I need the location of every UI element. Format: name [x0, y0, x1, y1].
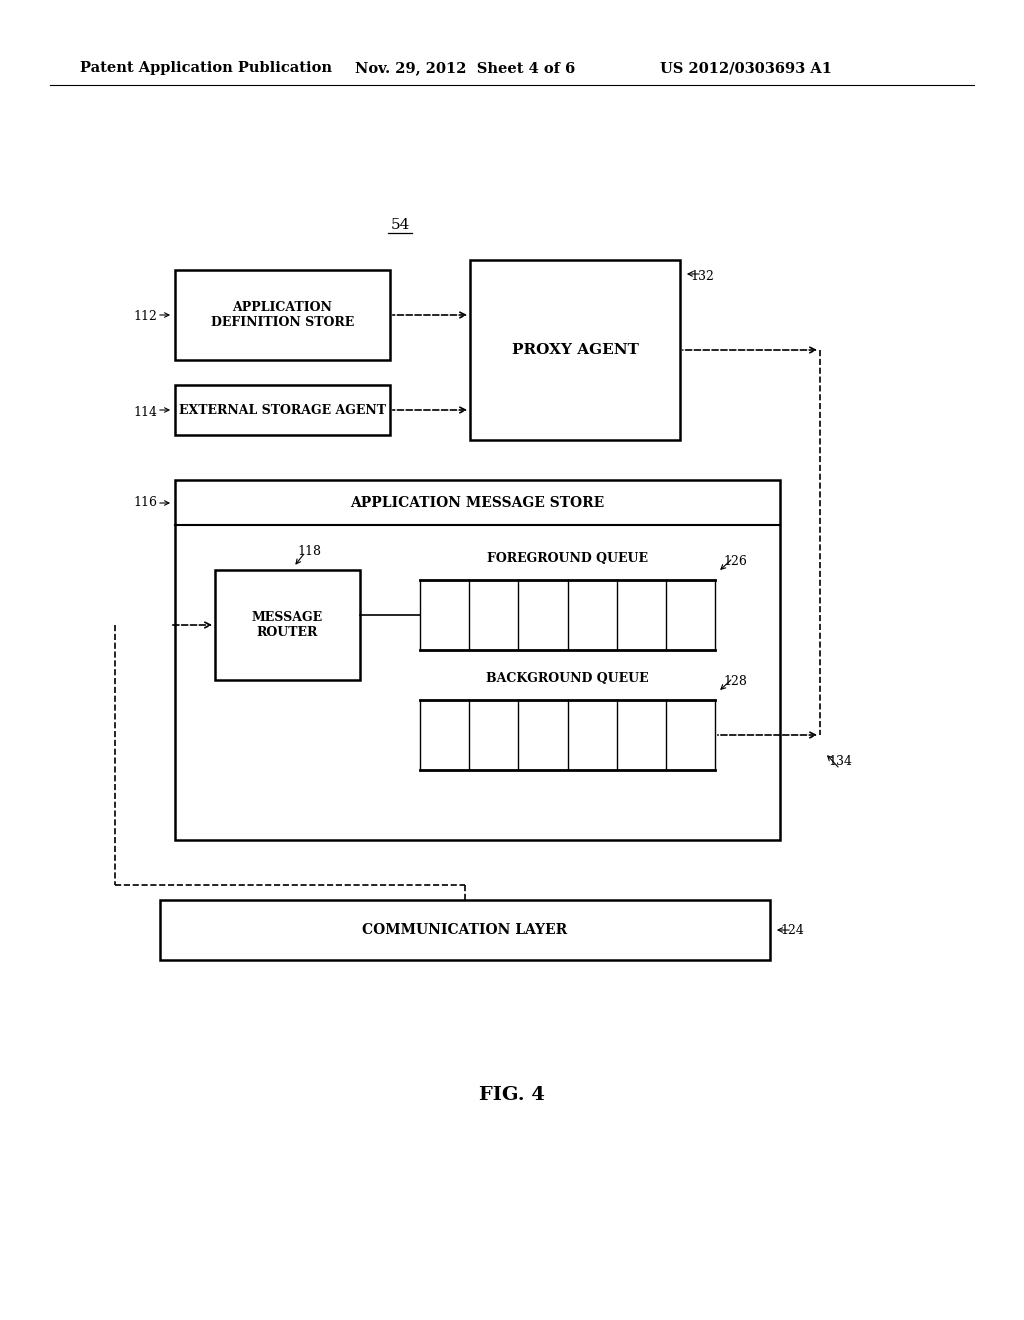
Text: 116: 116: [133, 496, 157, 510]
Bar: [215, 570, 360, 680]
Text: 54: 54: [390, 218, 410, 232]
Text: 132: 132: [690, 271, 714, 282]
Text: 128: 128: [723, 675, 746, 688]
Bar: [175, 271, 390, 360]
Bar: [470, 260, 680, 440]
Text: US 2012/0303693 A1: US 2012/0303693 A1: [660, 61, 831, 75]
Bar: [160, 900, 770, 960]
Text: Nov. 29, 2012  Sheet 4 of 6: Nov. 29, 2012 Sheet 4 of 6: [355, 61, 575, 75]
Text: APPLICATION
DEFINITION STORE: APPLICATION DEFINITION STORE: [211, 301, 354, 329]
Text: 112: 112: [133, 310, 157, 323]
Text: Patent Application Publication: Patent Application Publication: [80, 61, 332, 75]
Text: 134: 134: [828, 755, 852, 768]
Text: BACKGROUND QUEUE: BACKGROUND QUEUE: [486, 672, 649, 685]
Text: 114: 114: [133, 405, 157, 418]
Text: PROXY AGENT: PROXY AGENT: [512, 343, 638, 356]
Bar: [175, 385, 390, 436]
Text: FOREGROUND QUEUE: FOREGROUND QUEUE: [487, 552, 648, 565]
Bar: [175, 480, 780, 840]
Text: 124: 124: [780, 924, 804, 936]
Text: COMMUNICATION LAYER: COMMUNICATION LAYER: [362, 923, 567, 937]
Text: APPLICATION MESSAGE STORE: APPLICATION MESSAGE STORE: [350, 496, 604, 510]
Text: 118: 118: [298, 545, 322, 558]
Text: FIG. 4: FIG. 4: [479, 1086, 545, 1104]
Text: 126: 126: [723, 554, 746, 568]
Text: MESSAGE
ROUTER: MESSAGE ROUTER: [252, 611, 323, 639]
Text: EXTERNAL STORAGE AGENT: EXTERNAL STORAGE AGENT: [179, 404, 386, 417]
